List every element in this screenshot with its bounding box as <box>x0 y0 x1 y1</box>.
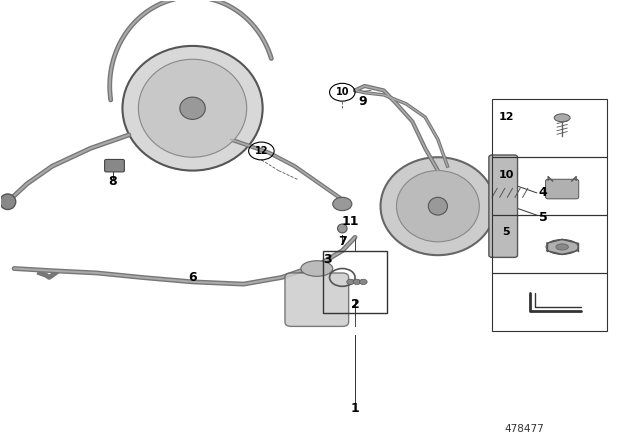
Text: 11: 11 <box>342 215 359 228</box>
Circle shape <box>333 197 352 211</box>
Text: 12: 12 <box>499 112 514 122</box>
Text: 478477: 478477 <box>504 424 544 434</box>
FancyBboxPatch shape <box>545 179 579 199</box>
Ellipse shape <box>180 97 205 119</box>
Ellipse shape <box>381 157 495 255</box>
Bar <box>492 157 607 215</box>
Text: 3: 3 <box>323 253 332 266</box>
Text: 4: 4 <box>539 186 547 199</box>
Ellipse shape <box>122 46 262 171</box>
Text: 10: 10 <box>335 87 349 97</box>
Text: 2: 2 <box>351 297 360 310</box>
Bar <box>492 215 607 273</box>
Bar <box>492 99 607 157</box>
Bar <box>323 251 387 313</box>
Text: 6: 6 <box>188 271 197 284</box>
Text: 5: 5 <box>502 228 510 237</box>
Ellipse shape <box>556 244 568 250</box>
Text: 9: 9 <box>358 95 367 108</box>
Circle shape <box>353 279 361 284</box>
Ellipse shape <box>396 171 479 242</box>
Text: 1: 1 <box>351 402 360 415</box>
Ellipse shape <box>337 224 347 233</box>
Ellipse shape <box>546 239 578 254</box>
Text: 8: 8 <box>109 175 117 188</box>
FancyBboxPatch shape <box>489 155 518 258</box>
FancyBboxPatch shape <box>285 273 349 327</box>
Ellipse shape <box>554 114 570 122</box>
Ellipse shape <box>301 261 333 276</box>
Text: 7: 7 <box>338 235 347 248</box>
Text: 12: 12 <box>255 146 268 156</box>
FancyBboxPatch shape <box>104 159 124 172</box>
Ellipse shape <box>428 197 447 215</box>
Ellipse shape <box>0 194 16 210</box>
Bar <box>492 273 607 331</box>
Circle shape <box>360 279 367 284</box>
Ellipse shape <box>138 59 246 157</box>
Text: 5: 5 <box>539 211 547 224</box>
Text: 10: 10 <box>499 170 514 180</box>
Circle shape <box>347 279 355 284</box>
